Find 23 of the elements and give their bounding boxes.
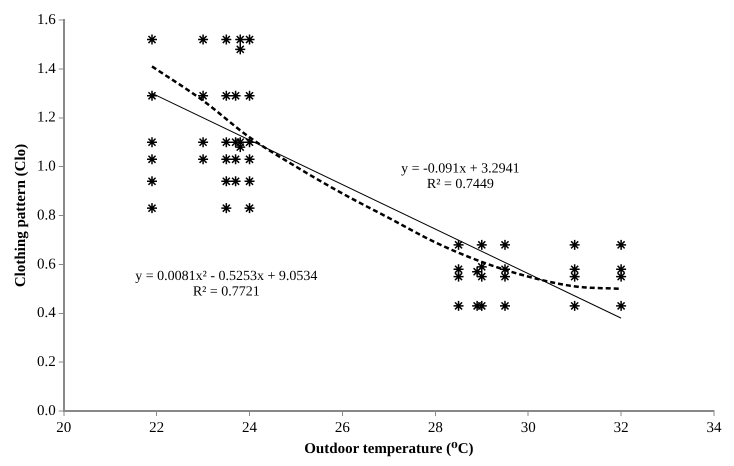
- y-tick-label: 1.2: [37, 110, 56, 126]
- y-tick-label: 0.6: [37, 256, 56, 272]
- x-tick-label: 22: [149, 420, 164, 436]
- x-tick-label: 30: [520, 420, 536, 436]
- y-axis-title: Clothing pattern (Clo): [12, 144, 29, 288]
- y-tick-label: 1.0: [37, 158, 56, 175]
- y-tick-label: 0.8: [37, 207, 56, 224]
- x-tick-label: 24: [242, 420, 258, 436]
- y-tick-label: 1.6: [37, 12, 56, 28]
- annotation: R² = 0.7449: [426, 176, 494, 192]
- annotation: y = -0.091x + 3.2941: [401, 161, 520, 176]
- x-tick-label: 34: [706, 420, 722, 436]
- x-axis-title: Outdoor temperature (⁰C): [304, 440, 474, 457]
- annotation: R² = 0.7721: [192, 284, 260, 300]
- y-tick-label: 0.0: [37, 402, 56, 419]
- annotation: y = 0.0081x² - 0.5253x + 9.0534: [135, 268, 318, 284]
- y-tick-label: 0.2: [37, 354, 56, 370]
- y-tick-label: 1.4: [37, 60, 56, 77]
- x-tick-label: 28: [428, 420, 443, 436]
- x-tick-label: 20: [56, 420, 72, 436]
- x-tick-label: 26: [334, 420, 350, 436]
- y-tick-label: 0.4: [37, 305, 56, 322]
- x-tick-label: 32: [614, 420, 629, 436]
